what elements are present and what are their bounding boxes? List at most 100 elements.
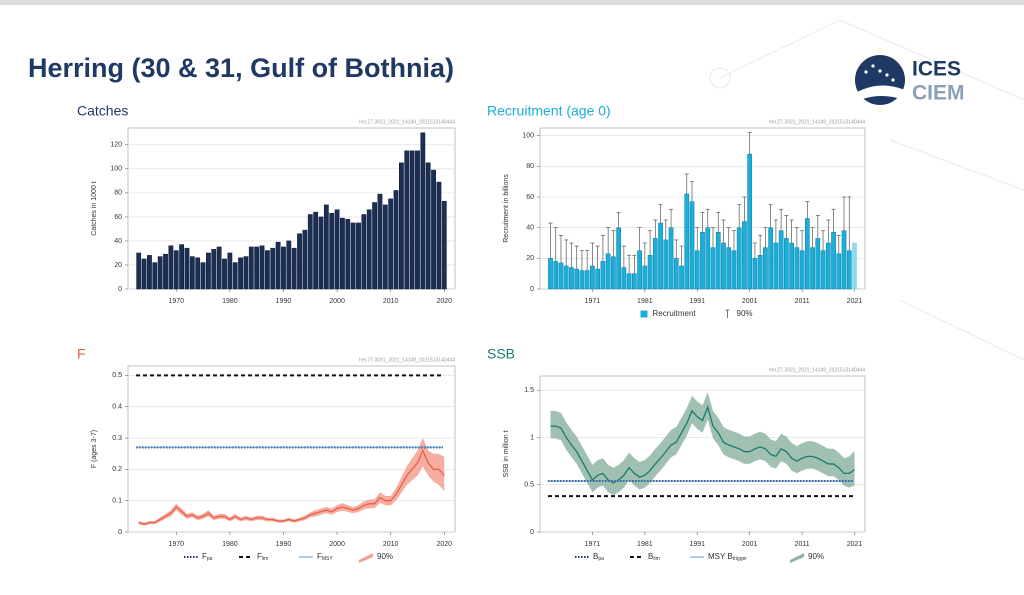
y-axis-label: SSB in million t [503, 430, 510, 477]
line [138, 448, 445, 525]
x-tick-label: 1991 [689, 541, 705, 548]
slide-title: Herring (30 & 31, Gulf of Bothnia) [28, 53, 454, 83]
top-bar [0, 0, 1024, 5]
bar [689, 201, 695, 290]
bar [548, 258, 553, 290]
y-axis-label: Recruitment in billions [503, 174, 510, 243]
bar [313, 211, 319, 290]
logo-bottom: CIEM [912, 82, 965, 105]
bar [243, 256, 249, 290]
bar [726, 247, 732, 290]
legend-label-main: B [593, 552, 598, 561]
logo: ICES CIEM [855, 55, 965, 105]
bar [398, 162, 404, 290]
bar [404, 150, 410, 290]
bar [715, 232, 721, 290]
y-tick-label: 100 [522, 133, 534, 140]
bar [195, 257, 201, 290]
legend-label: Flim [257, 552, 268, 562]
decor-line [839, 19, 1024, 101]
bar [189, 256, 195, 290]
legend-label-main: F [317, 552, 322, 561]
bar [621, 267, 627, 290]
bar [302, 229, 308, 290]
panel-title: Recruitment (age 0) [487, 103, 611, 119]
bar [318, 216, 324, 290]
legend-label: 90% [377, 552, 393, 561]
bar [600, 261, 606, 290]
legend-label: 90% [808, 552, 824, 561]
x-tick-label: 1980 [222, 541, 238, 548]
bar [626, 273, 632, 290]
bar [270, 247, 276, 290]
legend-label: Fpa [202, 552, 213, 562]
legend-label: MSY Btrigger [708, 552, 747, 562]
x-tick-label: 2001 [742, 541, 758, 548]
bar [275, 241, 281, 290]
bar [222, 258, 227, 290]
bar [789, 242, 794, 290]
bar [179, 244, 185, 290]
logo-star [864, 70, 868, 74]
bar [752, 258, 758, 290]
bar [810, 247, 815, 290]
x-tick-label: 1971 [585, 541, 601, 548]
bar [747, 153, 753, 290]
bar [705, 227, 711, 290]
bar [286, 240, 292, 290]
decor-line [889, 139, 1024, 191]
y-tick-label: 0.4 [112, 404, 122, 411]
bar [763, 247, 768, 290]
y-tick-label: 0 [530, 529, 534, 536]
decor-line [899, 299, 1024, 361]
x-tick-label: 2020 [436, 298, 452, 305]
chart-id: her.27.3031_2021_14149_2021513140444 [769, 119, 865, 125]
bar [136, 252, 142, 290]
x-tick-label: 1971 [585, 298, 601, 305]
bar [393, 190, 399, 290]
bar [382, 204, 388, 290]
legend-label-sub: MSY [322, 556, 334, 562]
x-tick-label: 2021 [847, 541, 863, 548]
bar [350, 222, 356, 290]
bar [259, 245, 265, 290]
bar [579, 270, 585, 290]
bar [168, 245, 174, 290]
logo-star [871, 64, 875, 68]
x-tick-label: 2010 [383, 541, 399, 548]
y-axis-label: Catches in 1000 t [91, 181, 98, 236]
bar [647, 255, 653, 290]
x-tick-label: 1970 [168, 541, 184, 548]
bar [658, 222, 663, 290]
bar [409, 150, 415, 290]
bar [184, 247, 190, 290]
legend-label-sub: lim [262, 556, 268, 562]
bar [710, 247, 716, 290]
logo-top: ICES [912, 58, 961, 81]
bar [436, 181, 442, 290]
bar [425, 162, 431, 290]
y-tick-label: 0.5 [112, 372, 122, 379]
x-tick-label: 2011 [795, 541, 810, 548]
chart-id: her.27.3031_2021_14149_2021513140444 [359, 357, 455, 363]
bar [637, 250, 642, 290]
y-tick-label: 80 [114, 190, 122, 197]
bar [736, 227, 742, 290]
bar [773, 242, 779, 290]
decor-line [719, 19, 841, 79]
x-tick-label: 2011 [795, 298, 810, 305]
bar [731, 250, 737, 290]
bar [200, 262, 206, 290]
bar [778, 230, 784, 290]
y-tick-label: 40 [114, 238, 122, 245]
bar [211, 249, 217, 290]
logo-stars [864, 64, 895, 82]
bar [825, 242, 831, 290]
x-tick-label: 1970 [168, 298, 184, 305]
y-tick-label: 80 [526, 163, 534, 170]
legend-label: 90% [737, 309, 753, 318]
legend-label-sub: lim [653, 556, 659, 562]
y-tick-label: 20 [526, 255, 534, 262]
bar [694, 250, 700, 290]
